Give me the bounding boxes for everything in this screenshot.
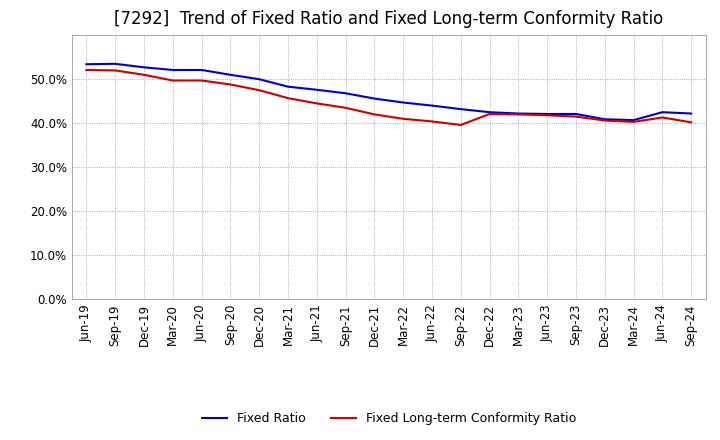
Fixed Ratio <box>111 61 120 66</box>
Fixed Long-term Conformity Ratio <box>687 120 696 125</box>
Fixed Long-term Conformity Ratio <box>226 82 235 87</box>
Fixed Long-term Conformity Ratio <box>140 72 148 77</box>
Fixed Long-term Conformity Ratio <box>312 101 321 106</box>
Line: Fixed Long-term Conformity Ratio: Fixed Long-term Conformity Ratio <box>86 70 691 125</box>
Fixed Ratio <box>226 72 235 77</box>
Fixed Ratio <box>428 103 436 108</box>
Fixed Ratio <box>197 67 206 73</box>
Fixed Ratio <box>255 77 264 82</box>
Fixed Long-term Conformity Ratio <box>485 111 494 117</box>
Fixed Long-term Conformity Ratio <box>399 116 408 121</box>
Fixed Long-term Conformity Ratio <box>370 112 379 117</box>
Fixed Ratio <box>82 62 91 67</box>
Fixed Long-term Conformity Ratio <box>82 67 91 73</box>
Fixed Long-term Conformity Ratio <box>168 78 177 83</box>
Fixed Ratio <box>168 67 177 73</box>
Fixed Long-term Conformity Ratio <box>341 105 350 110</box>
Title: [7292]  Trend of Fixed Ratio and Fixed Long-term Conformity Ratio: [7292] Trend of Fixed Ratio and Fixed Lo… <box>114 10 663 28</box>
Fixed Ratio <box>543 111 552 117</box>
Fixed Ratio <box>514 111 523 116</box>
Fixed Long-term Conformity Ratio <box>543 113 552 118</box>
Legend: Fixed Ratio, Fixed Long-term Conformity Ratio: Fixed Ratio, Fixed Long-term Conformity … <box>197 407 581 430</box>
Line: Fixed Ratio: Fixed Ratio <box>86 64 691 120</box>
Fixed Long-term Conformity Ratio <box>197 78 206 83</box>
Fixed Long-term Conformity Ratio <box>111 68 120 73</box>
Fixed Long-term Conformity Ratio <box>284 95 292 101</box>
Fixed Ratio <box>658 110 667 115</box>
Fixed Long-term Conformity Ratio <box>658 115 667 120</box>
Fixed Long-term Conformity Ratio <box>629 119 638 125</box>
Fixed Long-term Conformity Ratio <box>514 112 523 117</box>
Fixed Ratio <box>600 117 609 122</box>
Fixed Ratio <box>399 100 408 105</box>
Fixed Ratio <box>140 65 148 70</box>
Fixed Ratio <box>456 106 465 112</box>
Fixed Ratio <box>629 117 638 123</box>
Fixed Ratio <box>485 110 494 115</box>
Fixed Long-term Conformity Ratio <box>255 88 264 93</box>
Fixed Ratio <box>341 91 350 96</box>
Fixed Ratio <box>572 111 580 117</box>
Fixed Ratio <box>312 87 321 92</box>
Fixed Long-term Conformity Ratio <box>456 122 465 128</box>
Fixed Long-term Conformity Ratio <box>600 118 609 123</box>
Fixed Long-term Conformity Ratio <box>428 119 436 124</box>
Fixed Ratio <box>370 96 379 101</box>
Fixed Ratio <box>687 111 696 116</box>
Fixed Long-term Conformity Ratio <box>572 114 580 119</box>
Fixed Ratio <box>284 84 292 89</box>
